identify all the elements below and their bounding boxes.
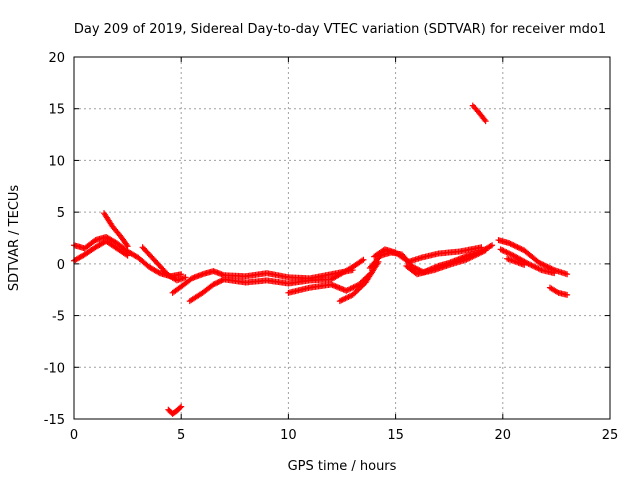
data-point xyxy=(489,242,496,249)
data-point xyxy=(564,271,571,278)
data-point xyxy=(213,280,220,287)
data-point xyxy=(178,403,185,410)
y-tick-label: 20 xyxy=(48,51,65,66)
data-point xyxy=(518,246,525,253)
data-point xyxy=(214,279,221,286)
series-track-o xyxy=(504,255,528,268)
data-point xyxy=(215,278,222,285)
data-point xyxy=(513,243,520,250)
data-point xyxy=(123,241,130,248)
data-point xyxy=(413,265,420,272)
series-track-h xyxy=(336,258,382,305)
series-track-b xyxy=(71,238,131,264)
x-tick-label: 25 xyxy=(602,428,619,443)
data-point xyxy=(537,260,544,267)
y-tick-label: 10 xyxy=(48,154,65,169)
x-axis-label: GPS time / hours xyxy=(288,459,397,474)
data-point xyxy=(123,251,130,258)
data-point xyxy=(481,116,488,123)
y-tick-label: -15 xyxy=(44,413,65,428)
data-point xyxy=(517,245,524,252)
data-point xyxy=(211,280,218,287)
data-point xyxy=(359,257,366,264)
x-tick-label: 10 xyxy=(280,428,297,443)
data-point xyxy=(511,242,518,249)
data-point xyxy=(124,252,131,259)
data-point xyxy=(182,274,189,281)
series-track-f xyxy=(186,256,367,305)
data-point xyxy=(515,244,522,251)
series-track-m xyxy=(495,237,571,278)
plot-frame xyxy=(73,56,611,420)
data-points xyxy=(71,102,571,417)
series-track-n xyxy=(497,246,558,277)
chart-title: Day 209 of 2019, Sidereal Day-to-day VTE… xyxy=(74,22,606,37)
series-track-j xyxy=(371,244,485,265)
x-tick-label: 0 xyxy=(70,428,78,443)
series-track-c xyxy=(101,210,131,250)
data-point xyxy=(564,291,571,298)
series-track-q xyxy=(165,403,185,417)
data-point xyxy=(538,261,545,268)
series-track-d xyxy=(139,244,189,284)
data-point xyxy=(124,243,131,250)
series-track-p xyxy=(546,284,571,298)
y-tick-label: 0 xyxy=(57,258,65,273)
x-tick-label: 5 xyxy=(177,428,185,443)
y-tick-label: -5 xyxy=(52,310,65,325)
data-point xyxy=(155,269,162,276)
data-point xyxy=(536,259,543,266)
data-point xyxy=(487,243,494,250)
data-point xyxy=(210,281,217,288)
data-point xyxy=(521,261,528,268)
data-point xyxy=(540,261,547,268)
y-tick-label: 15 xyxy=(48,103,65,118)
series-track-k xyxy=(403,247,489,278)
axis-ticks: 0 5 10 15 20 25 -15 -10 -5 0 5 10 15 20 xyxy=(44,51,619,443)
y-tick-label: -10 xyxy=(44,361,65,376)
y-tick-label: 5 xyxy=(57,206,65,221)
data-point xyxy=(482,118,489,125)
data-point xyxy=(514,244,521,251)
data-point xyxy=(482,247,489,254)
grid xyxy=(74,57,610,419)
data-point xyxy=(360,256,367,263)
data-point xyxy=(478,244,485,251)
data-point xyxy=(218,277,225,284)
series-track-l xyxy=(469,102,489,125)
data-point xyxy=(510,242,517,249)
x-tick-label: 15 xyxy=(387,428,404,443)
data-point xyxy=(551,270,558,277)
y-axis-label: SDTVAR / TECUs xyxy=(7,185,22,292)
x-tick-label: 20 xyxy=(495,428,512,443)
data-point xyxy=(506,240,513,247)
data-point xyxy=(217,278,224,285)
data-point xyxy=(177,404,184,411)
data-point xyxy=(507,240,514,247)
data-point xyxy=(541,262,548,269)
data-point xyxy=(508,241,515,248)
